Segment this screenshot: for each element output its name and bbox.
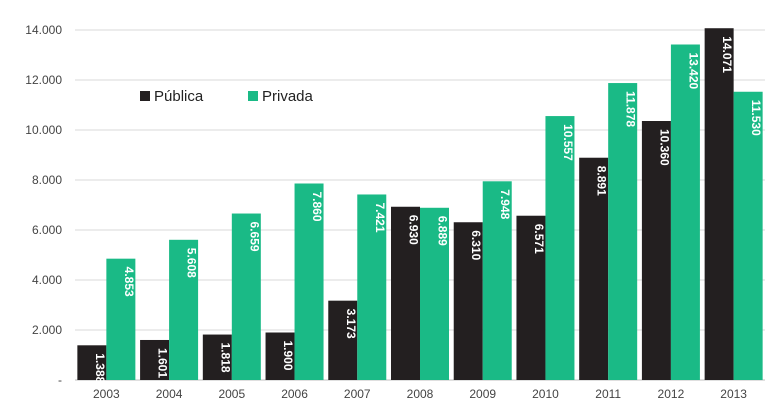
bar-value-label: 11.530 (749, 100, 763, 136)
bar-publica (579, 157, 609, 380)
bar-value-label: 6.930 (407, 215, 421, 245)
legend: Pública Privada (140, 88, 314, 105)
x-tick-label: 2013 (720, 387, 747, 401)
bar-value-label: 6.310 (469, 230, 483, 260)
bar-value-label: 14.071 (720, 36, 734, 73)
bar-value-label: 11.878 (624, 91, 638, 127)
y-tick-label: - (58, 373, 62, 387)
bar-value-label: 7.948 (498, 189, 512, 219)
bar-privada (420, 207, 449, 380)
x-tick-label: 2005 (218, 387, 245, 401)
bar-value-label: 4.853 (122, 267, 136, 297)
y-tick-label: 2.000 (32, 323, 62, 337)
bar-publica (140, 339, 170, 380)
bar-privada (357, 194, 387, 380)
bar-value-label: 1.601 (156, 348, 170, 378)
y-tick-label: 12.000 (25, 73, 62, 87)
bar-publica (202, 334, 232, 380)
bar-privada (482, 181, 512, 380)
x-axis-ticks: 2003 2004 2005 2006 2007 2008 2009 2010 2011 2012… (93, 387, 747, 401)
x-tick-label: 2004 (156, 387, 183, 401)
bar-value-label: 1.388 (93, 353, 107, 383)
y-axis-ticks: - 2.000 4.000 6.000 8.000 10.000 12.000 14.000 (25, 23, 62, 387)
legend-label-privada: Privada (262, 88, 314, 105)
bar-publica (516, 215, 546, 380)
x-tick-label: 2008 (407, 387, 434, 401)
x-tick-label: 2011 (595, 387, 621, 401)
bar-value-label: 7.860 (310, 192, 324, 222)
bar-value-label: 3.173 (344, 309, 358, 339)
bar-publica (328, 300, 358, 380)
y-tick-label: 6.000 (32, 223, 62, 237)
bar-privada (231, 213, 261, 380)
bar-publica (704, 28, 734, 380)
y-tick-label: 14.000 (25, 23, 62, 37)
bar-publica (453, 222, 483, 380)
bar-value-label: 8.891 (595, 166, 609, 196)
x-tick-label: 2006 (281, 387, 308, 401)
x-tick-label: 2003 (93, 387, 120, 401)
bar-privada (169, 239, 199, 380)
y-tick-label: 8.000 (32, 173, 62, 187)
bar-publica (77, 345, 107, 380)
bar-publica (265, 332, 295, 380)
bar-value-label: 5.608 (185, 248, 199, 278)
y-tick-label: 10.000 (25, 123, 62, 137)
bar-privada (294, 183, 324, 380)
y-tick-label: 4.000 (32, 273, 62, 287)
bar-privada (545, 116, 575, 380)
x-tick-label: 2012 (658, 387, 685, 401)
legend-swatch-privada (248, 91, 258, 101)
bar-value-label: 1.900 (281, 341, 295, 371)
bar-value-label: 10.557 (561, 124, 575, 161)
bar-value-label: 7.421 (373, 202, 387, 232)
legend-swatch-publica (140, 91, 150, 101)
legend-label-publica: Pública (154, 88, 204, 105)
x-tick-label: 2010 (532, 387, 559, 401)
bar-privada (106, 258, 136, 380)
bar-value-label: 10.360 (657, 129, 671, 166)
bars: 1.388 4.853 1.601 5.608 1.818 6.659 1.900 7.860… (77, 28, 763, 384)
x-tick-label: 2007 (344, 387, 371, 401)
bar-value-label: 13.420 (686, 53, 700, 90)
bar-privada (670, 44, 700, 380)
bar-value-label: 6.659 (247, 222, 261, 252)
bar-value-label: 6.571 (532, 224, 546, 254)
bar-publica (391, 206, 420, 380)
bar-privada (608, 83, 638, 381)
bar-value-label: 1.818 (218, 343, 232, 373)
bar-privada (733, 91, 763, 380)
bar-value-label: 6.889 (436, 216, 450, 246)
bar-publica (641, 121, 671, 380)
x-tick-label: 2009 (469, 387, 496, 401)
